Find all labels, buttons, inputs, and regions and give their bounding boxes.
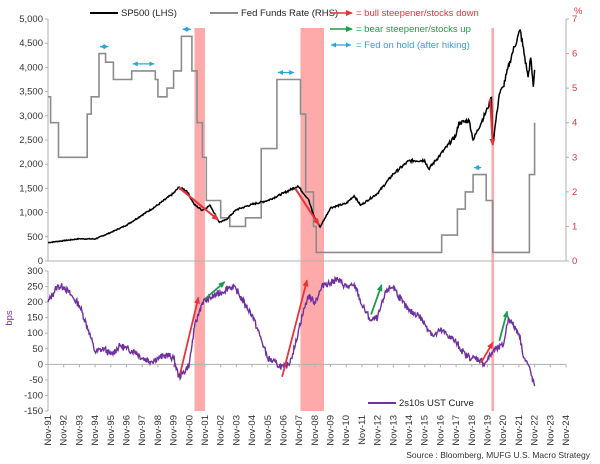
x-tick-label: Nov-18 [467, 415, 478, 446]
recession-bands [194, 28, 495, 411]
x-tick-label: Nov-15 [420, 415, 431, 446]
left-tick-label: 5,000 [19, 14, 43, 25]
source-note: Source : Bloomberg, MUFG U.S. Macro Stra… [406, 450, 591, 460]
bottom-y-tick-label: 100 [27, 328, 43, 339]
recession-band [194, 28, 205, 411]
x-tick-label: Nov-06 [278, 415, 289, 446]
bull-steepener-arrow [294, 187, 320, 226]
bull-steepener-arrow [480, 341, 494, 364]
bottom-y-tick-label: -150 [24, 406, 43, 417]
x-tick-label: Nov-09 [326, 415, 337, 446]
bull-steepener-arrow [281, 279, 309, 378]
bull-steepener-arrow [179, 296, 200, 374]
right-tick-label: 5 [572, 83, 577, 94]
x-tick-label: Nov-08 [310, 415, 321, 446]
right-tick-label: 0 [572, 256, 577, 267]
bottom-y-tick-label: 300 [27, 266, 43, 277]
legend-ffr-label: Fed Funds Rate (RHS) [241, 8, 338, 19]
x-tick-label: Nov-24 [561, 415, 572, 446]
right-tick-label: 6 [572, 49, 577, 60]
legend-curve-label: 2s10s UST Curve [399, 398, 474, 409]
x-tick-label: Nov-98 [153, 415, 164, 446]
bear-steepener-arrow [204, 281, 226, 300]
x-tick-label: Nov-93 [74, 415, 85, 446]
x-tick-label: Nov-13 [388, 415, 399, 446]
left-tick-label: 500 [27, 232, 43, 243]
x-tick-label: Nov-92 [59, 415, 70, 446]
x-tick-label: Nov-96 [121, 415, 132, 446]
bottom-y-tick-label: 0 [38, 359, 43, 370]
left-tick-label: 1,000 [19, 208, 43, 219]
x-tick-label: Nov-17 [451, 415, 462, 446]
right-tick-label: 2 [572, 187, 577, 198]
x-tick-label: Nov-94 [90, 415, 101, 446]
x-tick-label: Nov-05 [263, 415, 274, 446]
right-tick-label: 3 [572, 152, 577, 163]
x-tick-label: Nov-22 [530, 415, 541, 446]
bottom-y-tick-label: 250 [27, 282, 43, 293]
bottom-y-tick-label: -100 [24, 390, 43, 401]
left-tick-label: 3,500 [19, 87, 43, 98]
x-tick-label: Nov-91 [43, 415, 54, 446]
right-axis-unit: % [574, 6, 583, 17]
x-tick-label: Nov-20 [498, 415, 509, 446]
sp500-line [47, 29, 536, 244]
right-tick-label: 4 [572, 118, 577, 129]
left-tick-label: 3,000 [19, 111, 43, 122]
bull-steepener-arrow [489, 98, 496, 146]
series [47, 29, 536, 387]
right-tick-label: 7 [572, 14, 577, 25]
right-tick-label: 1 [572, 221, 577, 232]
x-tick-label: Nov-95 [106, 415, 117, 446]
x-tick-label: Nov-97 [137, 415, 148, 446]
left-tick-label: 2,500 [19, 135, 43, 146]
x-tick-label: Nov-11 [357, 415, 368, 445]
axes [45, 18, 569, 412]
legend-bottom: 2s10s UST Curve [368, 398, 474, 409]
bottom-y-tick-label: 200 [27, 297, 43, 308]
legend-hold-label: = Fed on hold (after hiking) [356, 40, 470, 51]
tick-labels: 05001,0001,5002,0002,5003,0003,5004,0004… [19, 14, 577, 446]
curve-2s10s-line [47, 275, 536, 387]
bull-steepener-arrow [178, 186, 219, 221]
bear-steepener-arrow [498, 310, 509, 342]
x-tick-label: Nov-16 [435, 415, 446, 446]
legend-top: SP500 (LHS) Fed Funds Rate (RHS) = bull … [90, 8, 479, 51]
x-tick-label: Nov-01 [200, 415, 211, 446]
left-tick-label: 0 [38, 256, 43, 267]
legend-bull-label: = bull steepener/stocks down [356, 8, 479, 19]
recession-band [300, 28, 325, 411]
x-tick-label: Nov-02 [216, 415, 227, 446]
x-tick-label: Nov-19 [483, 415, 494, 446]
annotations [100, 26, 509, 378]
bear-steepener-arrow [370, 284, 383, 315]
bottom-y-tick-label: 150 [27, 313, 43, 324]
x-tick-label: Nov-23 [545, 415, 556, 446]
x-tick-label: Nov-03 [231, 415, 242, 446]
bottom-axis-unit: bps [4, 310, 15, 326]
x-tick-label: Nov-12 [373, 415, 384, 446]
x-tick-label: Nov-10 [341, 415, 352, 446]
x-tick-label: Nov-99 [169, 415, 180, 446]
fed-funds-line [48, 35, 536, 254]
left-tick-label: 1,500 [19, 183, 43, 194]
left-tick-label: 2,000 [19, 159, 43, 170]
x-tick-label: Nov-14 [404, 415, 415, 446]
x-tick-label: Nov-07 [294, 415, 305, 446]
legend-sp500-label: SP500 (LHS) [121, 8, 177, 19]
legend-bear-label: = bear steepener/stocks up [356, 24, 471, 35]
x-tick-label: Nov-04 [247, 415, 258, 446]
bottom-y-tick-label: -50 [29, 375, 43, 386]
left-tick-label: 4,000 [19, 62, 43, 73]
x-tick-label: Nov-21 [514, 415, 525, 446]
left-tick-label: 4,500 [19, 38, 43, 49]
bottom-y-tick-label: 50 [32, 344, 43, 355]
x-tick-label: Nov-00 [184, 415, 195, 446]
